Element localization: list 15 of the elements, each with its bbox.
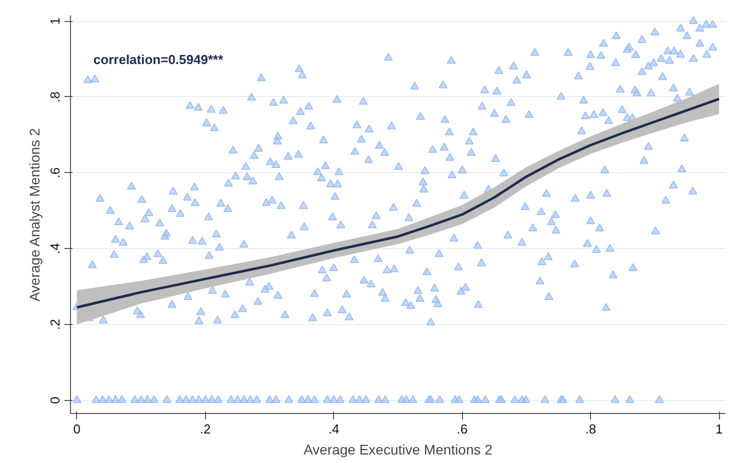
x-tick-label: .8: [585, 422, 596, 436]
annotation: correlation=0.5949***: [93, 52, 224, 68]
y-axis-title: Average Analyst Mentions 2: [26, 128, 42, 302]
x-tick-label: 0: [73, 422, 81, 436]
y-tick-label: 1: [48, 18, 62, 25]
y-tick-label: .4: [48, 243, 62, 254]
x-tick-label: .2: [200, 422, 211, 436]
x-tick-label: 1: [715, 422, 723, 436]
y-tick-label: 0: [48, 396, 62, 404]
y-tick-label: .8: [48, 92, 62, 102]
x-axis-title: Average Executive Mentions 2: [304, 442, 493, 458]
y-tick-label: .6: [48, 167, 62, 178]
x-tick-label: .4: [328, 422, 340, 436]
x-tick-label: .6: [456, 422, 468, 436]
y-tick-label: .2: [48, 319, 62, 330]
